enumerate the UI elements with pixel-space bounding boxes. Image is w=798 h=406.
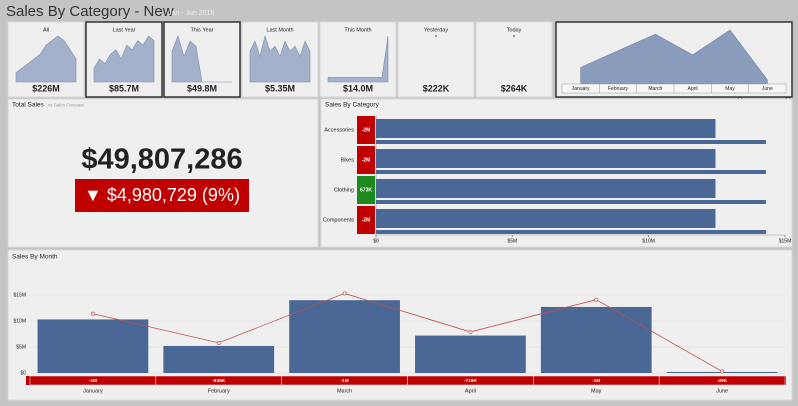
variance-box (75, 179, 249, 212)
spark-point (512, 34, 516, 38)
tile-value: $264K (501, 83, 528, 93)
line-point (90, 311, 95, 316)
category-label: Bikes (341, 157, 355, 163)
forecast-bar (376, 140, 766, 144)
area (580, 29, 768, 85)
x-tick-label: $0 (373, 238, 379, 244)
line-point (468, 329, 473, 334)
tile-label: Last Month (266, 27, 293, 33)
panel-title: Sales By Month (12, 254, 58, 261)
tile-label: All (43, 27, 49, 33)
tile-value: $226M (32, 83, 60, 93)
tile-label: Last Year (113, 27, 136, 33)
y-tick-label: $5M (16, 344, 26, 350)
x-tick-label: April (688, 86, 698, 92)
line-point (342, 291, 347, 296)
variance-label: -1M (340, 378, 348, 384)
x-tick-label: June (716, 388, 728, 394)
variance-text: ▼ $4,980,729 (9%) (84, 185, 240, 205)
tile-value: $5.35M (265, 83, 295, 93)
x-tick-label: $5M (507, 238, 517, 244)
panel (7, 98, 319, 248)
tile-label: Today (507, 27, 522, 33)
dashboard-subtitle: Jan - Jun 2016 (168, 10, 214, 17)
x-tick-label: January (572, 86, 590, 92)
variance-cell (658, 375, 786, 386)
category-label: Clothing (334, 187, 354, 193)
category-label: Components (323, 217, 354, 223)
bar (289, 300, 400, 373)
tile-value: $14.0M (343, 83, 373, 93)
x-tick-label: March (337, 388, 352, 394)
sparkline (15, 35, 77, 83)
y-tick-label: $10M (13, 318, 26, 324)
bar (376, 179, 716, 198)
x-tick-label: January (83, 388, 103, 394)
variance-label: -2M (362, 217, 371, 223)
line-point (720, 369, 725, 374)
panel-title: Total Sales (12, 102, 45, 109)
sparkline (93, 35, 155, 83)
variance-box (357, 146, 375, 174)
total-value: $49,807,286 (81, 144, 242, 176)
panel-title: Sales By Category (325, 102, 380, 109)
x-tick-label: April (465, 388, 476, 394)
x-tick-label: February (208, 388, 230, 394)
variance-label: -2M (362, 127, 371, 133)
variance-box (357, 206, 375, 234)
bar (163, 345, 275, 373)
forecast-bar (376, 170, 766, 174)
variance-box (357, 116, 375, 144)
variance-label: -1M (592, 378, 600, 384)
x-tick-label: $15M (779, 238, 792, 244)
bar (415, 335, 526, 373)
y-tick-label: $0 (20, 370, 26, 376)
bar (376, 209, 716, 228)
variance-label: -1M (89, 378, 97, 384)
panel (475, 21, 553, 98)
line (92, 293, 723, 372)
tile-value: $49.8M (187, 83, 217, 93)
panel (397, 21, 475, 98)
variance-label: -29K (717, 378, 728, 384)
y-tick-label: $15M (13, 292, 26, 298)
bar (376, 119, 716, 138)
panel (319, 21, 397, 98)
bar (540, 306, 652, 373)
variance-label: -2M (362, 157, 371, 163)
x-tick-label: May (725, 86, 735, 92)
sparkline (327, 35, 389, 83)
tile-label: This Year (191, 27, 214, 33)
variance-box (357, 176, 375, 204)
tile-label: This Month (344, 27, 371, 33)
forecast-bar (376, 200, 766, 204)
variance-label: -719K (464, 378, 478, 384)
tile-value: $85.7M (109, 83, 139, 93)
tile-label: Yesterday (424, 27, 449, 33)
tile-value: $222K (423, 83, 450, 93)
x-tick-label: June (762, 86, 773, 92)
forecast-bar (376, 230, 766, 234)
sparkline (171, 35, 232, 83)
category-label: Accessories (324, 127, 354, 133)
bar (37, 319, 149, 373)
spark-point (434, 34, 438, 38)
x-tick-label: $10M (642, 238, 655, 244)
x-tick-label: February (608, 86, 629, 92)
x-tick-label: May (591, 388, 602, 394)
variance-label: 673K (360, 187, 372, 193)
bar (376, 149, 716, 168)
dashboard-title: Sales By Category - New (6, 3, 174, 20)
variance-label: -535K (212, 378, 226, 384)
line-point (594, 297, 599, 302)
x-tick-label: March (648, 86, 662, 92)
line-point (216, 340, 221, 345)
sparkline (249, 34, 311, 83)
panel-subtitle: vs Sales Forecast (48, 102, 85, 107)
